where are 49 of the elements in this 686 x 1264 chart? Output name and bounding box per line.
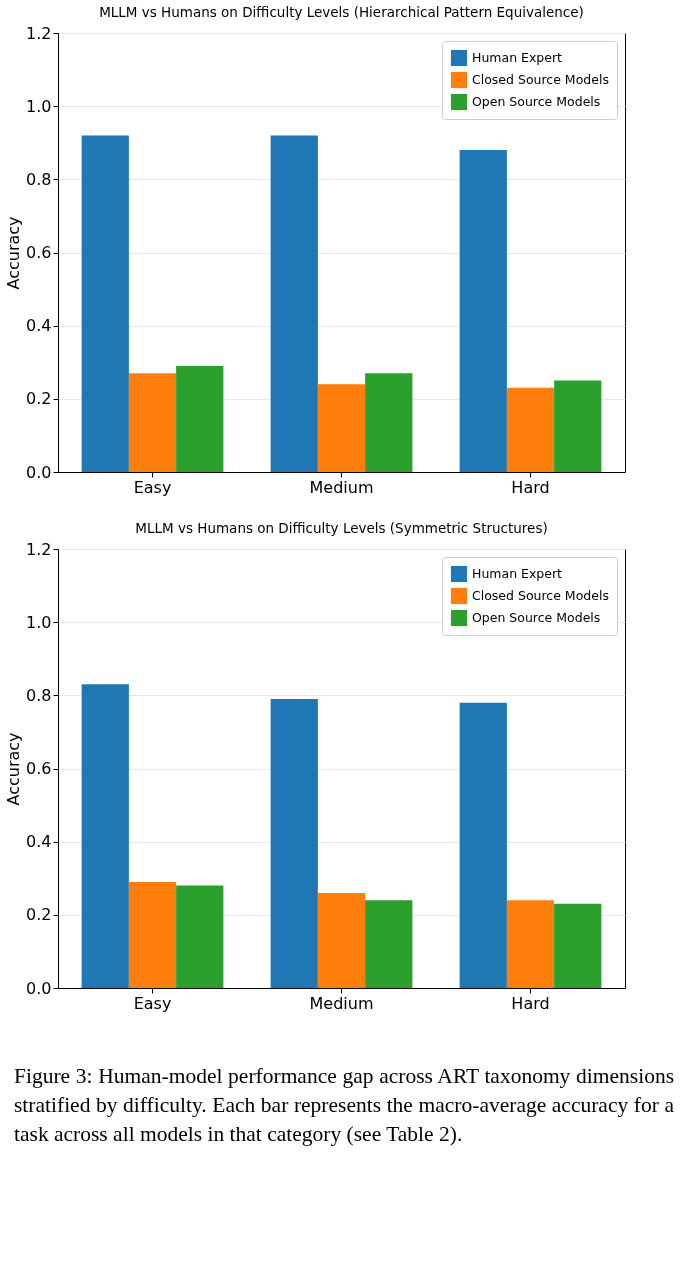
y-tick-label: 1.2	[26, 539, 52, 559]
x-tick-label: Easy	[133, 477, 172, 497]
bar	[128, 881, 177, 988]
bar	[176, 885, 224, 988]
legend-label: Closed Source Models	[472, 72, 609, 87]
y-tick-label: 0.6	[26, 243, 52, 262]
x-tick-label: Hard	[511, 477, 550, 497]
x-tick-label: Medium	[309, 477, 374, 497]
bar	[270, 135, 318, 472]
bar	[317, 892, 366, 988]
y-tick-label: 0.8	[26, 169, 52, 189]
y-tick-label: 0.2	[26, 905, 52, 925]
bar	[81, 135, 129, 472]
bar	[365, 900, 413, 988]
caption: Figure 3: Human-model performance gap across ART taxonomy dimensions stratified by difficulty. Each bar represents the macro-average accuracy for a task across all models in that category (see Table 2).	[14, 1063, 674, 1148]
y-tick-label: 0.6	[26, 759, 52, 778]
bar	[506, 387, 555, 472]
y-tick-label: 0.4	[26, 832, 52, 852]
x-tick-label: Medium	[309, 993, 374, 1013]
bar	[176, 365, 224, 472]
y-axis-title: Accuracy	[4, 732, 24, 806]
bar	[506, 900, 555, 988]
bar	[459, 150, 507, 472]
y-tick-label: 1.0	[26, 612, 52, 632]
y-tick-label: 0.2	[26, 389, 52, 409]
legend-label: Human Expert	[472, 50, 563, 65]
legend-label: Closed Source Models	[472, 588, 609, 603]
legend-label: Open Source Models	[472, 610, 601, 625]
y-tick-label: 0.8	[26, 685, 52, 705]
bar	[459, 702, 507, 988]
x-tick-label: Hard	[511, 993, 550, 1013]
bar	[128, 373, 177, 472]
y-tick-label: 1.2	[26, 23, 52, 43]
y-tick-label: 0.0	[26, 978, 52, 998]
bar	[270, 698, 318, 988]
bar	[365, 373, 413, 472]
legend-label: Open Source Models	[472, 94, 601, 109]
bar	[317, 384, 366, 472]
bar	[81, 684, 129, 988]
y-tick-label: 0.0	[26, 462, 52, 482]
legend-label: Human Expert	[472, 566, 563, 581]
y-tick-label: 1.0	[26, 96, 52, 116]
bar	[554, 380, 602, 472]
y-axis-title: Accuracy	[4, 216, 24, 290]
bar	[554, 903, 602, 988]
chart-title: MLLM vs Humans on Difficulty Levels (Symmetric Structures)	[135, 519, 548, 536]
chart-title: MLLM vs Humans on Difficulty Levels (Hierarchical Pattern Equivalence)	[99, 3, 584, 20]
y-tick-label: 0.4	[26, 316, 52, 336]
x-tick-label: Easy	[133, 993, 172, 1013]
